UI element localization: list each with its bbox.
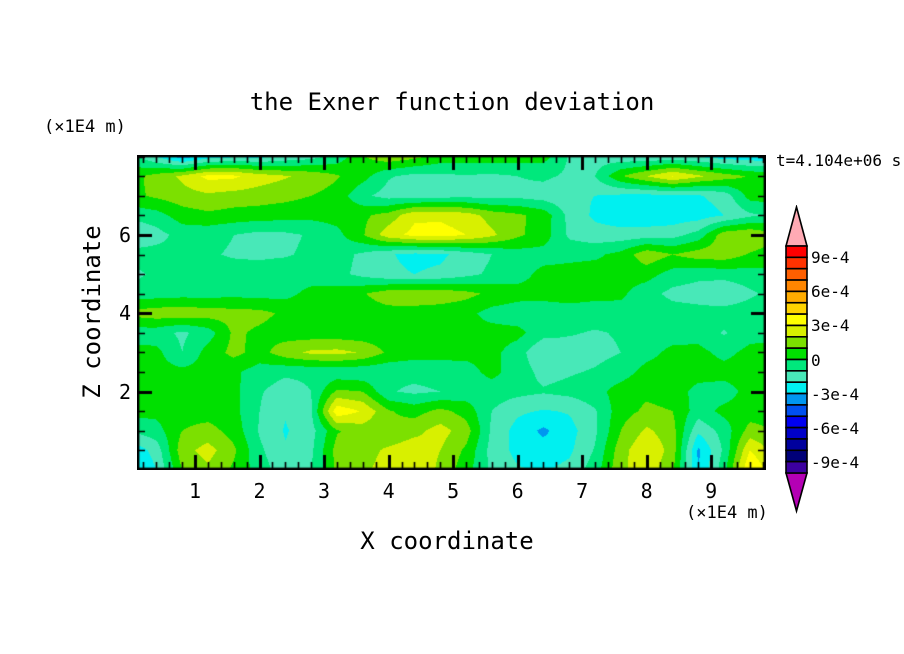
x-axis-label: X coordinate <box>360 527 534 555</box>
colorbar-label: 6e-4 <box>811 282 850 302</box>
colorbar-segment <box>785 370 808 384</box>
colorbar-segment <box>785 404 808 418</box>
page-title: the Exner function deviation <box>249 88 655 116</box>
x-tick-label: 6 <box>511 479 524 503</box>
x-tick-label: 9 <box>705 479 718 503</box>
colorbar-segment <box>785 313 808 327</box>
colorbar-segment <box>785 381 808 395</box>
colorbar <box>784 205 809 515</box>
colorbar-segment <box>785 324 808 338</box>
colorbar-segment <box>785 358 808 372</box>
colorbar-arrow <box>784 472 809 515</box>
colorbar-segment <box>785 415 808 429</box>
y-tick-label: 4 <box>118 301 131 326</box>
colorbar-segment <box>785 347 808 361</box>
colorbar-label: -6e-4 <box>811 418 860 438</box>
colorbar-segment <box>785 336 808 349</box>
colorbar-segment <box>785 438 808 452</box>
colorbar-segment <box>785 426 808 440</box>
colorbar-segment <box>785 256 808 270</box>
colorbar-label: 3e-4 <box>811 316 850 336</box>
x-tick-label: 3 <box>318 479 331 503</box>
colorbar-segment <box>785 245 808 259</box>
colorbar-label: 9e-4 <box>811 248 850 268</box>
z-axis-unit-label: (×1E4 m) <box>44 117 126 137</box>
colorbar-segment <box>785 290 808 304</box>
x-tick-label: 7 <box>576 479 589 503</box>
colorbar-segment <box>785 449 808 463</box>
time-annotation: t=4.104e+06 s <box>776 151 902 170</box>
x-tick-label: 4 <box>382 479 395 503</box>
colorbar-label: -3e-4 <box>811 384 860 404</box>
colorbar-segment <box>785 279 808 293</box>
y-tick-label: 2 <box>118 379 131 404</box>
colorbar-label: 0 <box>811 350 821 370</box>
x-axis-unit-label: (×1E4 m) <box>686 503 768 523</box>
x-tick-label: 5 <box>447 479 460 503</box>
colorbar-segment <box>785 301 808 315</box>
x-tick-label: 8 <box>640 479 653 503</box>
colorbar-arrow <box>784 205 809 247</box>
y-tick-label: 6 <box>118 222 131 247</box>
colorbar-segment <box>785 460 808 474</box>
colorbar-label: -9e-4 <box>811 452 860 472</box>
x-tick-label: 2 <box>253 479 266 503</box>
x-tick-label: 1 <box>189 479 202 503</box>
colorbar-segment <box>785 267 808 281</box>
colorbar-segment <box>785 392 808 406</box>
contour-plot-canvas <box>137 155 766 470</box>
